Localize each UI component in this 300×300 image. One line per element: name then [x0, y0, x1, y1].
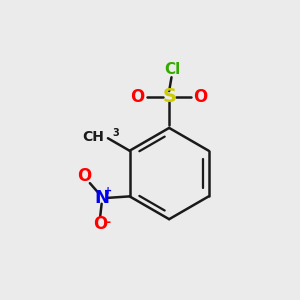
Text: Cl: Cl	[164, 62, 180, 77]
Text: 3: 3	[112, 128, 119, 138]
Text: -: -	[105, 216, 110, 229]
Text: S: S	[162, 88, 176, 106]
Text: O: O	[77, 167, 91, 185]
Text: CH: CH	[83, 130, 105, 144]
Text: +: +	[104, 186, 112, 197]
Text: O: O	[194, 88, 208, 106]
Text: N: N	[94, 189, 109, 207]
Text: O: O	[93, 215, 107, 233]
Text: O: O	[130, 88, 145, 106]
